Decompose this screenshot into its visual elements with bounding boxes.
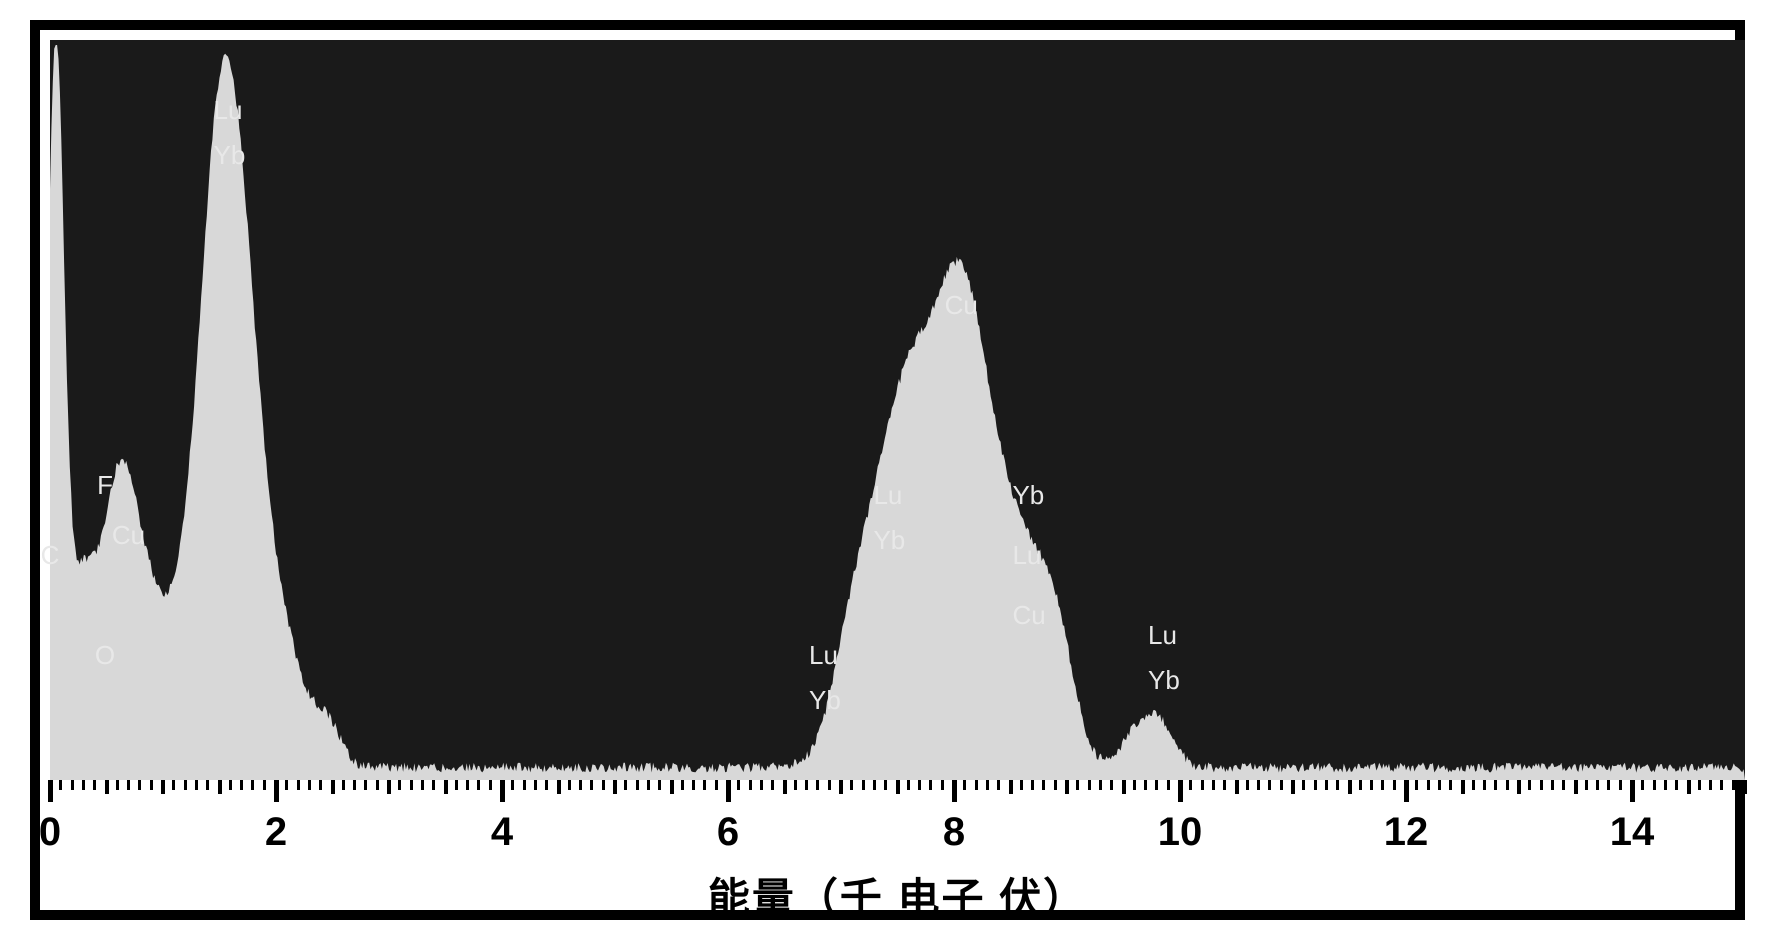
x-axis-title: 能量（千 电子 伏） [708,865,1087,926]
peak-label: Lu [809,640,838,671]
tick-label: 12 [1384,810,1429,855]
peak-label: Lu [873,480,902,511]
peak-label: C [41,540,60,571]
peak-label: Lu [1012,540,1041,571]
tick-label: 8 [943,810,965,855]
peak-label: Cu [112,520,145,551]
peak-label: Cu [945,290,978,321]
tick-marks [50,780,1745,810]
peak-label: F [97,470,113,501]
tick-label: 6 [717,810,739,855]
tick-label: 14 [1610,810,1655,855]
peak-label: Yb [809,685,841,716]
spectrum-svg [50,40,1745,780]
peak-label: Yb [214,140,246,171]
peak-label: Yb [1012,480,1044,511]
tick-label: 0 [39,810,61,855]
x-axis: 02468101214 能量（千 电子 伏） [50,780,1745,910]
peak-label: Yb [873,525,905,556]
plot-area: LuYbFCuCOCuLuYbYbLuCuLuYbLuYb [50,40,1745,780]
peak-label: Lu [1148,620,1177,651]
tick-label: 2 [265,810,287,855]
peak-label: Lu [214,95,243,126]
tick-label: 4 [491,810,513,855]
peak-label: Cu [1012,600,1045,631]
eds-spectrum-chart: Lu Yb F Cu C O Cu Lu Yb Yb Lu Cu Lu Yb Lu Yb 0 2 4 6 8 10 12 1… [30,20,1745,920]
peak-label: O [95,640,115,671]
peak-label: Yb [1148,665,1180,696]
tick-label: 10 [1158,810,1203,855]
